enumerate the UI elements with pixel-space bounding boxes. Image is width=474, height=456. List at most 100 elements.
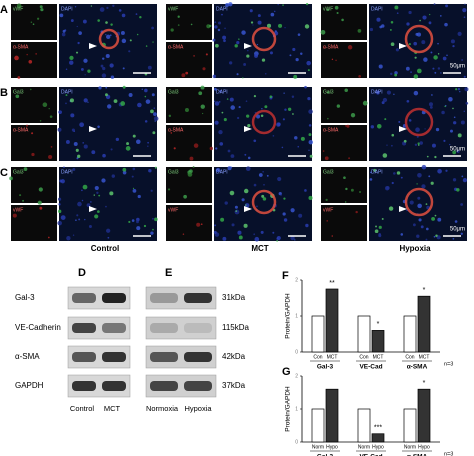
stain [420,225,424,229]
stain [40,8,44,12]
stain [214,21,217,23]
stain [437,42,439,45]
stain [136,220,139,224]
stain [250,21,254,24]
stain [184,108,189,113]
channel-label: DAPI [216,169,228,175]
stain [151,93,155,97]
stain [461,175,464,178]
stain [355,210,358,214]
stain [99,7,105,12]
blot-band [150,293,178,303]
stain [344,88,348,92]
stain [84,218,86,221]
arrowhead [244,126,252,132]
y-tick-label: 1 [295,313,298,319]
stain [132,187,135,189]
stain [76,214,79,217]
stain [452,45,455,48]
channel-label: Gal3 [168,169,179,175]
stain [260,114,264,117]
blot-strip [145,316,217,340]
micro-panel [166,125,212,161]
stain [212,38,216,42]
protein-label: VE-Cadherin [15,323,61,332]
channel-label: DAPI [216,89,228,95]
bar [357,315,371,353]
stain [446,54,448,57]
stain [258,173,263,177]
stain [82,142,84,144]
stain [49,115,53,118]
stain [94,214,99,219]
stain [224,201,228,205]
stain [247,156,251,160]
stain [193,55,195,57]
stain [304,85,307,89]
stain [182,233,185,235]
stain [272,135,275,137]
stain [297,145,300,148]
stain [147,145,149,147]
stain [198,91,203,96]
stain [398,120,401,123]
stain [326,8,329,12]
stain [132,167,136,171]
channel-label: Gal3 [323,89,334,95]
stain [73,142,78,146]
stain [150,189,153,192]
stain [215,147,218,150]
stain [406,99,410,103]
stain [335,59,337,62]
scale-label: 50μm [450,227,465,233]
stain [322,150,325,152]
stain [141,88,143,90]
stain [82,184,88,190]
stain [86,203,91,208]
stain [220,217,225,222]
stain [444,22,448,27]
stain [253,233,256,236]
stain [300,136,305,141]
stain [183,194,187,199]
stain [456,149,460,153]
stain [83,144,88,149]
stain [193,143,199,148]
stain [449,129,453,133]
stain [375,90,380,95]
stain [413,90,419,96]
stain [442,56,447,61]
micro-panel [321,42,367,78]
stain [439,15,442,17]
stain [421,164,427,170]
size-label: 37kDa [222,381,246,390]
stain [421,184,426,189]
stain [76,25,78,28]
blot-band [184,293,212,303]
stain [433,3,436,6]
stain [260,230,264,234]
micro-panel [11,167,57,203]
arrowhead [399,43,407,49]
stain [255,114,261,119]
stain [428,21,432,25]
stain [376,17,381,22]
micro-panel [214,4,312,78]
stain [277,122,281,126]
stain [253,183,257,187]
stain [457,31,462,36]
stain [153,107,156,109]
condition-label: Control [91,244,119,253]
blot-band [184,352,212,362]
stain [382,97,388,103]
stain [213,230,217,234]
stain [28,60,33,64]
stain [136,226,141,231]
stain [400,233,404,236]
stain [283,197,286,200]
stain [432,67,435,70]
blot-band [150,323,178,333]
arrowhead [399,126,407,132]
stain [308,109,313,114]
